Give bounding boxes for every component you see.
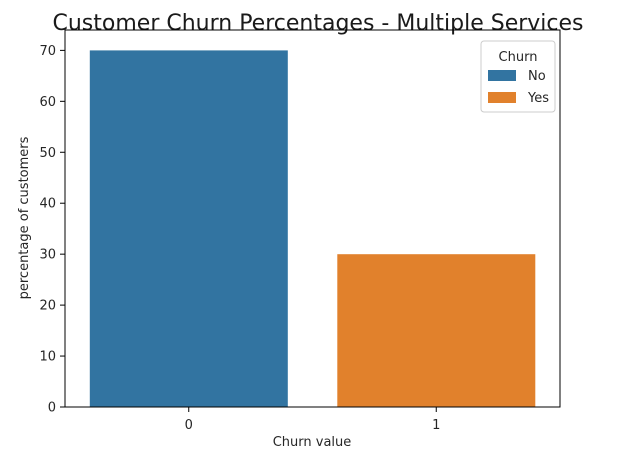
x-tick-label: 1	[432, 418, 440, 433]
y-tick-label: 50	[39, 146, 56, 161]
x-axis-label: Churn value	[273, 435, 352, 450]
y-axis-label: percentage of customers	[17, 136, 32, 299]
y-tick-label: 30	[39, 248, 56, 263]
y-tick-label: 0	[48, 401, 56, 416]
bar-yes-1	[337, 254, 536, 407]
x-tick-label: 0	[185, 418, 193, 433]
y-tick-label: 70	[39, 44, 56, 59]
y-tick-label: 10	[39, 350, 56, 365]
bar-no-0	[89, 50, 288, 408]
legend: Churn No Yes	[480, 40, 556, 113]
legend-swatch-yes	[488, 92, 516, 103]
y-tick-label: 60	[39, 95, 56, 110]
y-tick-label: 20	[39, 299, 56, 314]
legend-title: Churn	[499, 50, 538, 65]
plot-area: 0 10 20 30 40 50 60 70 0 1	[39, 44, 536, 433]
chart-title: Customer Churn Percentages - Multiple Se…	[53, 11, 584, 36]
legend-label-no: No	[528, 69, 546, 84]
legend-label-yes: Yes	[527, 91, 549, 106]
y-tick-label: 40	[39, 197, 56, 212]
legend-swatch-no	[488, 70, 516, 81]
plot-frame	[64, 29, 561, 408]
